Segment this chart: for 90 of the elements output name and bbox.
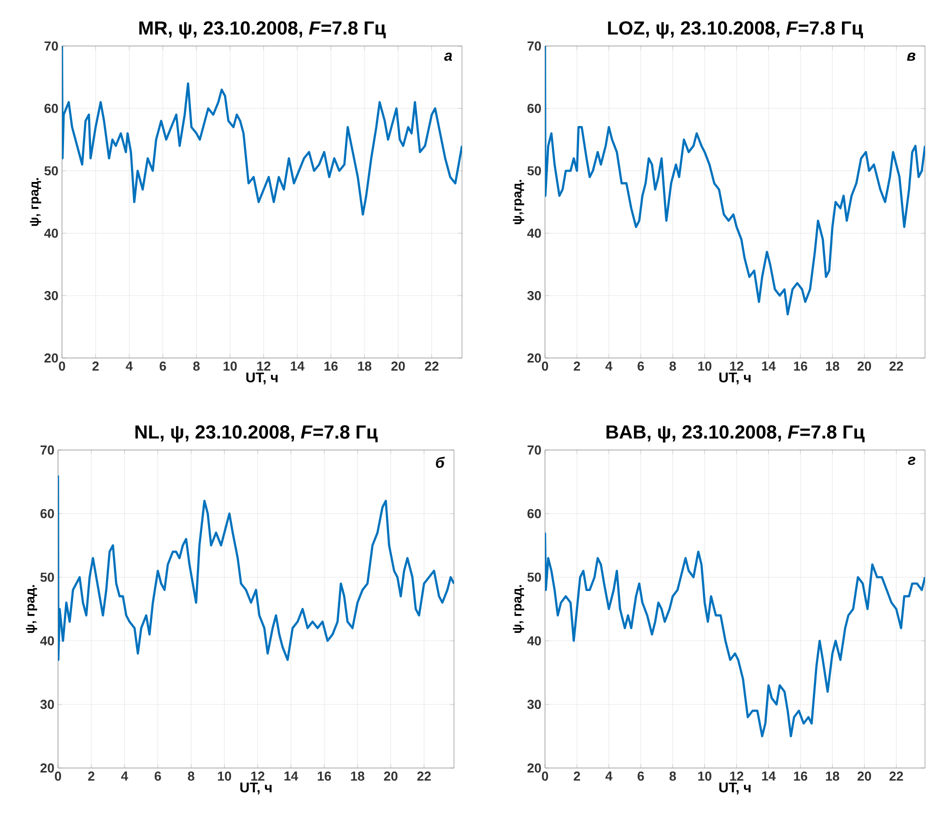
x-tick-label: 2 [92, 362, 99, 371]
x-tick-label: 2 [574, 362, 580, 371]
y-tick-label: 30 [527, 290, 541, 300]
x-tick-label: 2 [88, 772, 94, 781]
x-tick-label: 10 [698, 772, 712, 781]
y-axis-title: ψ, град. [26, 585, 38, 633]
y-tick-label: 40 [527, 228, 541, 238]
x-tick-label: 18 [358, 362, 372, 371]
annotation: в [906, 52, 916, 61]
x-tick-label: 4 [605, 772, 612, 780]
y-tick-label: 70 [528, 41, 541, 51]
x-tick-label: 8 [188, 772, 194, 781]
x-tick-label: 6 [638, 772, 644, 781]
line-series [545, 532, 926, 738]
x-tick-label: 12 [251, 772, 264, 781]
x-tick-label: 22 [424, 362, 438, 371]
y-tick-label: 60 [527, 104, 541, 113]
x-tick-label: 14 [762, 362, 776, 370]
line-series [545, 46, 926, 316]
x-axis-title: UT, ч [719, 782, 751, 794]
chart-title: LOZ, ψ, 23.10.2008, F=7.8 Гц [608, 21, 863, 38]
y-tick-label: 30 [527, 700, 541, 710]
y-tick-label: 30 [44, 290, 58, 300]
y-tick-label: 70 [528, 445, 541, 455]
y-tick-label: 30 [40, 700, 54, 710]
chart-title: BAB, ψ, 23.10.2008, F=7.8 Гц [606, 425, 865, 442]
y-tick-label: 50 [44, 166, 58, 176]
y-tick-label: 20 [527, 353, 541, 363]
x-tick-label: 14 [762, 772, 776, 780]
x-tick-label: 18 [826, 772, 840, 781]
y-tick-label: 20 [40, 763, 54, 773]
y-tick-label: 20 [527, 763, 541, 773]
y-tick-label: 70 [44, 41, 58, 51]
x-tick-label: 16 [794, 772, 808, 781]
x-tick-label: 20 [858, 362, 872, 371]
x-tick-label: 4 [121, 772, 128, 780]
x-tick-label: 16 [318, 772, 331, 781]
x-tick-label: 6 [154, 772, 161, 781]
x-axis-title: UT, ч [719, 372, 751, 384]
y-tick-label: 50 [527, 166, 541, 176]
x-tick-label: 10 [224, 362, 237, 371]
y-axis-title: ψ,град. [512, 180, 524, 224]
annotation: г [908, 456, 916, 465]
y-tick-label: 60 [40, 509, 54, 518]
x-tick-label: 0 [58, 362, 66, 371]
y-tick-label: 40 [527, 636, 541, 646]
y-tick-label: 40 [44, 228, 58, 238]
x-tick-label: 8 [193, 362, 200, 371]
x-tick-label: 12 [257, 362, 270, 371]
y-tick-label: 50 [40, 572, 54, 582]
y-tick-label: 70 [40, 445, 54, 455]
y-tick-label: 40 [40, 636, 54, 646]
y-axis-title: ψ, град. [512, 585, 524, 633]
x-tick-label: 6 [160, 362, 166, 371]
x-tick-label: 10 [218, 772, 232, 781]
chart-title: MR, ψ, 23.10.2008, F=7.8 Гц [139, 21, 386, 38]
x-tick-label: 6 [638, 362, 644, 371]
x-tick-label: 4 [605, 362, 612, 370]
x-tick-label: 8 [670, 772, 676, 781]
x-tick-label: 18 [351, 772, 364, 781]
x-tick-label: 12 [730, 362, 744, 371]
y-axis-title: ψ, град. [30, 178, 42, 226]
x-tick-label: 0 [542, 362, 548, 371]
x-tick-label: 20 [391, 362, 405, 371]
x-tick-label: 22 [889, 362, 903, 371]
x-tick-label: 14 [290, 362, 304, 370]
x-axis-title: UT, ч [246, 372, 278, 384]
annotation: б [436, 456, 445, 468]
x-tick-label: 22 [417, 772, 431, 781]
x-tick-label: 0 [542, 772, 548, 781]
x-tick-label: 14 [284, 772, 298, 780]
x-tick-label: 0 [54, 772, 62, 781]
x-tick-label: 18 [826, 362, 840, 371]
y-tick-label: 50 [527, 572, 541, 582]
x-tick-label: 12 [730, 772, 744, 781]
annotation: а [444, 52, 452, 61]
x-tick-label: 8 [670, 362, 676, 371]
y-tick-label: 60 [44, 104, 58, 113]
x-axis-title: UT, ч [240, 782, 272, 794]
x-tick-label: 16 [324, 362, 338, 371]
x-tick-label: 20 [384, 772, 398, 781]
x-tick-label: 16 [794, 362, 808, 371]
x-tick-label: 22 [889, 772, 903, 781]
x-tick-label: 20 [858, 772, 872, 781]
chart-title: NL, ψ, 23.10.2008, F=7.8 Гц [135, 425, 378, 442]
y-tick-label: 20 [44, 353, 58, 363]
y-tick-label: 60 [527, 509, 541, 518]
x-tick-label: 10 [698, 362, 712, 371]
x-tick-label: 4 [126, 362, 133, 370]
x-tick-label: 2 [574, 772, 580, 781]
